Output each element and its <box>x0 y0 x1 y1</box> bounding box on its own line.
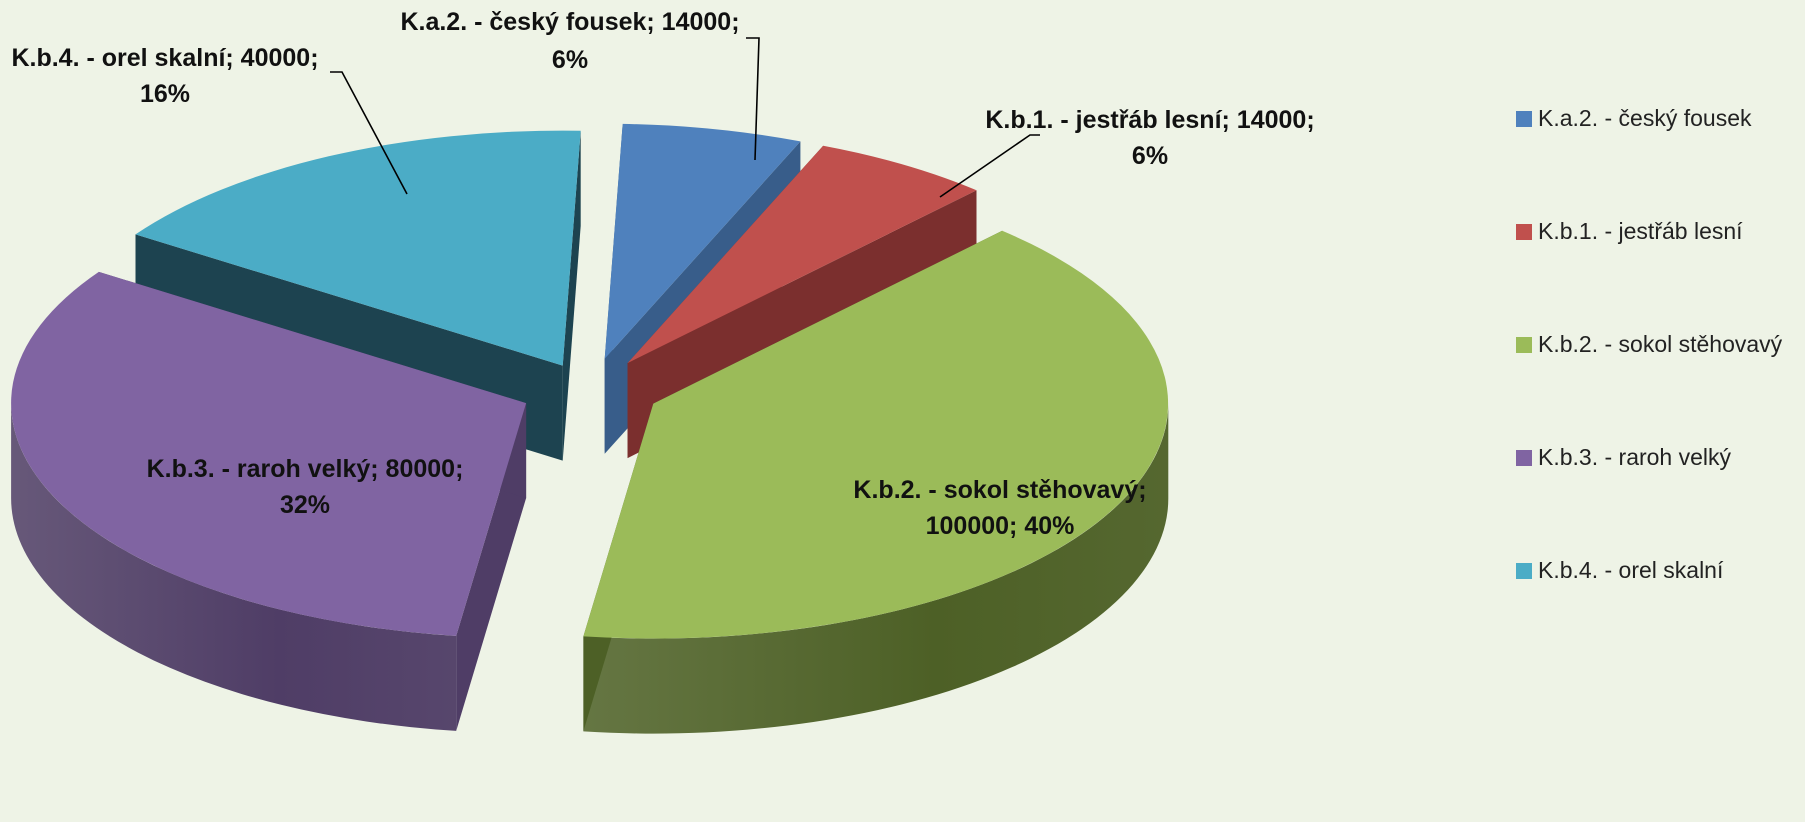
pie-slices <box>11 123 1169 734</box>
pie-slice <box>583 230 1169 734</box>
legend-swatch <box>1516 111 1532 127</box>
leader-line <box>330 71 408 195</box>
data-label-line-2: 100000; 40% <box>926 512 1075 540</box>
pie-slice-side-wall <box>562 130 581 461</box>
pie-slice-top <box>11 271 527 636</box>
data-label-line-2: 16% <box>140 80 190 108</box>
legend-swatch <box>1516 450 1532 466</box>
legend-label: K.b.4. - orel skalní <box>1538 557 1724 583</box>
data-label-line-2: 32% <box>280 491 330 519</box>
data-label-line-1: K.b.1. - jestřáb lesní; 14000; <box>985 106 1314 134</box>
legend: K.a.2. - český fousek K.b.1. - jestřáb le… <box>1516 105 1783 583</box>
legend-label: K.b.1. - jestřáb lesní <box>1538 218 1743 244</box>
data-label-line-1: K.b.4. - orel skalní; 40000; <box>11 44 318 72</box>
pie-slice-top <box>627 145 977 364</box>
data-label-line-1: K.b.3. - raroh velký; 80000; <box>147 455 464 483</box>
leader-lines <box>330 37 1040 198</box>
legend-label: K.b.2. - sokol stěhovavý <box>1538 331 1783 357</box>
pie-slice-outer-wall <box>11 403 457 731</box>
legend-label: K.a.2. - český fousek <box>1538 105 1752 131</box>
data-label-line-1: K.b.2. - sokol stěhovavý; <box>853 476 1146 504</box>
pie-slice-top <box>604 123 801 359</box>
data-label-line-1: K.a.2. - český fousek; 14000; <box>400 8 739 36</box>
legend-label: K.b.3. - raroh velký <box>1538 444 1732 470</box>
data-label-line-2: 6% <box>1132 142 1168 170</box>
legend-swatch <box>1516 563 1532 579</box>
pie-slice-outer-wall <box>583 403 1169 734</box>
leader-line <box>746 37 760 161</box>
pie-slice-top <box>583 230 1169 639</box>
legend-swatch <box>1516 224 1532 240</box>
pie-slice <box>11 271 527 731</box>
pie-slice-top <box>135 130 581 366</box>
data-label-line-2: 6% <box>552 46 588 74</box>
leader-line <box>939 134 1040 198</box>
legend-swatch <box>1516 337 1532 353</box>
data-labels: K.a.2. - český fousek; 14000; 6% K.b.1. - … <box>11 8 1314 540</box>
